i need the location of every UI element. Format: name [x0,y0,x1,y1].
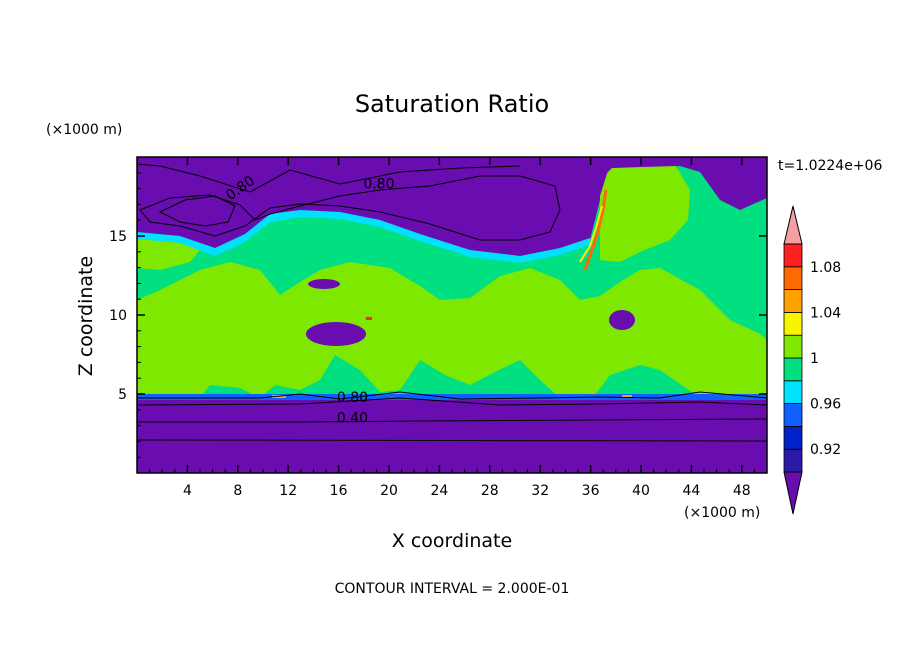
field-warm-streak-2 [579,205,603,263]
colorbar: 0.92 0.96 1 1.04 1.08 [783,205,841,515]
colorbar-bin [783,243,803,268]
colorbar-bin [783,380,803,404]
colorbar-bin [783,289,803,313]
field-dry-pocket-2 [609,310,635,330]
x-tick-label: 36 [582,483,600,499]
colorbar-label: 0.92 [810,442,841,458]
y-tick-label: 5 [118,387,127,403]
field-supersat-2 [600,166,690,262]
contour-label: 0.80 [363,177,394,193]
x-axis-label: X coordinate [392,530,512,552]
colorbar-extend-low [783,471,803,515]
time-label: t=1.0224e+06 [778,158,882,174]
y-axis-unit: (×1000 m) [46,122,122,138]
x-tick-label: 24 [430,483,448,499]
field-supersat-3 [137,238,200,270]
x-tick-label: 8 [233,483,242,499]
colorbar-label: 0.96 [810,397,841,413]
field-dry-pocket-3 [308,279,340,289]
x-tick-label: 44 [682,483,700,499]
contour-label: 0.80 [337,390,368,406]
field-blue-band-low [137,394,767,400]
x-tick-label: 16 [330,483,348,499]
colorbar-bin [783,425,803,450]
field-upper-dry [137,157,767,254]
x-axis-ticks: 4 8 12 16 20 24 28 32 36 40 44 48 [149,157,755,499]
colorbar-label: 1.04 [810,305,841,321]
colorbar-extend-high [783,205,803,245]
y-tick-label: 10 [109,308,127,324]
x-axis-unit: (×1000 m) [684,505,760,521]
contour-label: 0.40 [337,410,368,426]
x-tick-label: 4 [183,483,192,499]
field-warm-spot-3 [622,395,632,398]
field-supersat-1 [137,262,767,398]
x-tick-label: 28 [481,483,499,499]
y-axis-ticks: 5 10 15 [109,172,767,458]
field-warm-spot-1 [366,317,372,320]
colorbar-bin [783,357,803,382]
x-tick-label: 32 [531,483,549,499]
x-tick-label: 20 [380,483,398,499]
y-tick-label: 15 [109,229,127,245]
colorbar-bin [783,448,803,473]
contour-lines [137,163,767,442]
x-tick-label: 40 [632,483,650,499]
x-tick-label: 48 [733,483,751,499]
saturation-field [137,157,767,473]
field-low-dry [137,400,767,473]
colorbar-bin [783,403,803,427]
colorbar-bin [783,266,803,290]
contour-interval-note: CONTOUR INTERVAL = 2.000E-01 [335,581,570,597]
field-warm-streak [583,189,608,271]
field-blue-band-top [137,210,590,263]
colorbar-label: 1 [810,351,819,367]
y-axis-label: Z coordinate [75,256,97,376]
colorbar-bin [783,334,803,359]
colorbar-label: 1.08 [810,260,841,276]
chart-title: Saturation Ratio [355,90,549,118]
field-dry-pocket-1 [306,322,366,346]
colorbar-bin [783,311,803,336]
x-tick-label: 12 [279,483,297,499]
